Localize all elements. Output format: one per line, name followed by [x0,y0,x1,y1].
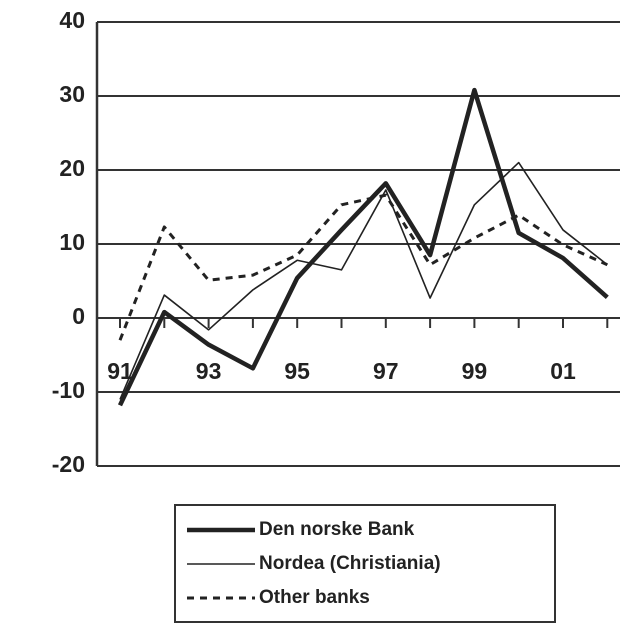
y-tick-label: 20 [59,155,85,181]
series-line [117,87,609,407]
x-tick-label: 95 [284,358,310,384]
y-tick-label: -10 [52,377,85,403]
y-tick-label: 0 [72,303,85,329]
y-tick-label: 40 [59,7,85,33]
legend-label: Nordea (Christiania) [259,553,441,574]
x-tick-label: 99 [462,358,488,384]
series-line [119,161,608,400]
x-tick-label: 01 [550,358,576,384]
y-tick-label: -20 [52,451,85,477]
x-tick-label: 97 [373,358,399,384]
legend-label: Other banks [259,587,370,608]
x-tick-label: 93 [196,358,222,384]
y-tick-label: 10 [59,229,85,255]
legend-label: Den norske Bank [259,519,415,540]
series-line [118,193,608,341]
y-tick-label: 30 [59,81,85,107]
x-tick-label: 91 [107,358,133,384]
